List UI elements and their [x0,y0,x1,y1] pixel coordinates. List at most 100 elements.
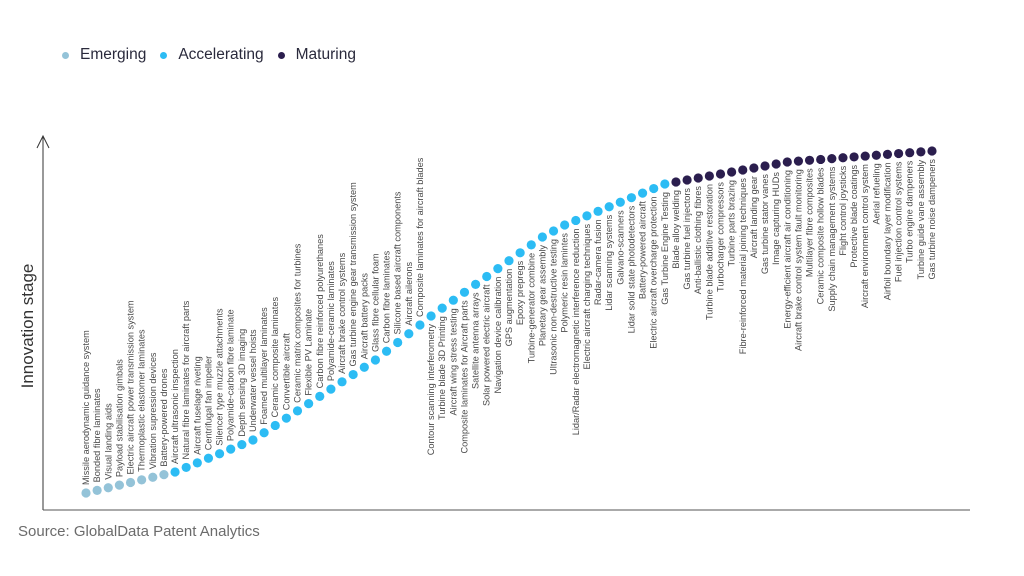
data-label: Depth sensing 3D imaging [237,329,247,437]
data-label: Gas turbine engine gear transmission sys… [348,182,358,367]
data-label: Multilayer fibre composites [805,168,815,277]
data-label: Foamed multilayer laminates [259,307,269,425]
legend: Emerging Accelerating Maturing [62,46,370,64]
data-label: Contour scanning interferometry [426,324,436,456]
data-label: Airfoil boundary layer modification [882,162,892,300]
data-point-accelerating [415,320,425,330]
legend-item-emerging: Emerging [62,46,146,64]
data-point-accelerating [604,202,614,212]
data-point-maturing [738,165,748,175]
data-label: Solar powered electric aircraft [482,284,492,406]
data-label: Galvano-scanners [615,210,625,285]
data-point-accelerating [359,362,369,372]
data-label: GPS augmentation [504,269,514,347]
data-label: Lidar scanning systems [604,214,614,310]
data-point-accelerating [493,264,503,274]
data-point-maturing [916,147,926,157]
data-label: Ultrasonic non-destructive testing [549,239,559,375]
data-point-accelerating [214,449,225,459]
data-label: Planetary gear assembly [537,245,547,347]
data-point-accelerating [582,211,592,221]
data-point-emerging [159,470,169,480]
data-point-accelerating [471,279,481,289]
data-point-accelerating [504,256,514,266]
data-point-accelerating [226,444,236,454]
data-label: Aircraft ultrasonic inspection [170,349,180,464]
data-label: Turbine guide vane assembly [916,159,926,279]
data-label: Turbine blade 3D Printing [437,316,447,420]
data-label: Aircraft landing gear [749,176,759,258]
data-point-maturing [838,153,848,163]
data-point-maturing [682,175,692,185]
data-label: Turbine parts brazing [727,180,737,266]
data-point-emerging [92,485,102,495]
data-label: Supply chain management systems [827,166,837,311]
data-point-emerging [125,477,136,488]
data-point-accelerating [426,311,436,321]
data-label: Lidar solid state photodetectors [626,205,636,333]
data-label: Lidar/Radar electromagnetic interference… [571,228,581,435]
data-point-accelerating [615,197,625,207]
data-label: Silencer type muzzle attachments [215,308,225,446]
data-label: Composite laminates for aircraft blades [415,157,425,317]
data-label: Convertible aircraft [281,333,291,411]
data-label: Flight control joysticks [838,165,848,255]
data-label: Aircraft ailerons [404,262,414,326]
data-label: Fibre-reinforced material joining techni… [738,178,748,355]
data-label: Electric aircraft power transmission sys… [126,300,136,474]
data-point-maturing [760,161,770,171]
data-label: Bonded fibre laminates [92,388,102,482]
data-point-maturing [749,163,759,173]
data-point-maturing [715,169,726,179]
data-label: Polymeric resin lamintes [560,233,570,333]
data-label: Glass fibre cellular foam [370,253,380,352]
data-label: Centrifugal fan impeller [203,356,213,450]
data-label: Thermoplastic elastomer laminates [137,329,147,472]
data-point-accelerating [482,271,492,282]
data-point-accelerating [548,226,559,236]
data-label: Natural fibre laminates for aircraft par… [181,300,191,459]
data-label: Aircraft fuselage riveting [192,356,202,455]
data-label: Gas Turbine Engine Testing [660,192,670,305]
data-point-accelerating [281,413,291,423]
data-label: Navigation device calibration [493,277,503,394]
data-label: Battery-powered drones [159,368,169,466]
data-point-accelerating [437,303,447,313]
data-label: Ceramic composite hollow blades [816,167,826,304]
data-point-maturing [849,152,859,162]
data-label: Gas turbine noise dampeners [927,159,937,280]
data-point-accelerating [593,206,603,216]
data-label: Turbine blade additive restoration [704,184,714,320]
data-point-accelerating [181,462,191,473]
data-point-accelerating [660,179,670,189]
data-label: Aircraft wing stress testing [448,308,458,415]
data-point-maturing [827,154,837,164]
data-point-accelerating [259,428,269,438]
data-point-accelerating [649,183,659,194]
data-point-maturing [771,159,781,169]
data-label: Protective blade coatings [849,165,859,268]
data-label: Aircraft brake control systems [337,252,347,373]
legend-item-maturing: Maturing [277,46,356,64]
data-point-accelerating [370,355,381,365]
legend-label: Maturing [295,46,356,63]
data-label: Epoxy prepregs [515,260,525,325]
data-point-accelerating [203,453,214,463]
data-label: Polyamide-carbon fibre laminate [226,309,236,441]
data-label: Aircraft battery packs [359,273,369,360]
data-label: Underwater vessel hoists [248,329,258,432]
data-point-maturing [704,171,714,181]
data-point-maturing [693,173,703,183]
data-label: Anti-ballistic clothing fibres [693,186,703,295]
data-point-accelerating [237,439,247,450]
data-label: Satellite antenna arrays [471,292,481,389]
data-label: Turbo engine dampeners [905,160,915,263]
data-label: Energy-efficient aircraft air conditioni… [782,170,792,329]
data-point-accelerating [515,248,525,258]
y-axis-arrow-icon [36,134,50,149]
data-point-maturing [894,148,904,159]
data-label: Composite laminates for Aircraft parts [459,300,469,454]
data-point-maturing [927,146,937,156]
data-label: Aircraft environment control system [860,164,870,308]
